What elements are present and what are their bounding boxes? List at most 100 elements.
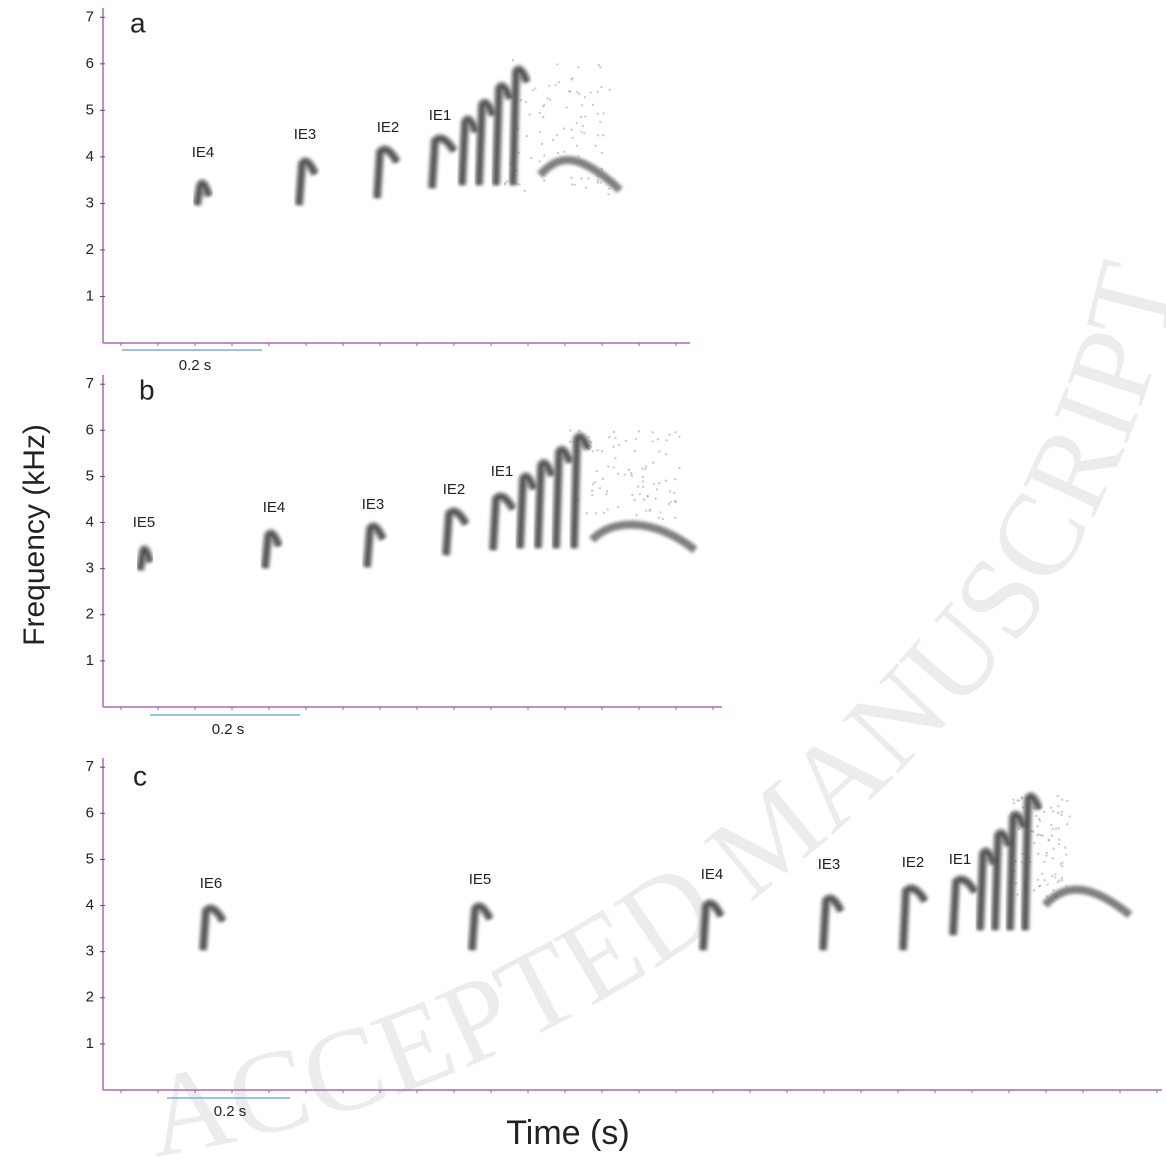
noise-dot <box>596 181 600 184</box>
noise-dot <box>606 508 609 511</box>
noise-dot <box>623 473 626 476</box>
noise-dot <box>642 498 646 501</box>
syllable-core <box>491 495 515 551</box>
noise-dot <box>580 104 584 107</box>
element-label: IE4 <box>192 144 215 161</box>
noise-dot <box>542 116 545 119</box>
syllable-core <box>572 435 590 549</box>
noise-dot <box>589 440 593 444</box>
syllable-core <box>365 525 385 568</box>
syllable-core <box>138 548 152 571</box>
noise-dot <box>540 142 544 146</box>
noise-dot <box>1056 880 1059 884</box>
noise-dot <box>605 493 608 496</box>
syllable-core <box>821 897 843 951</box>
noise-dot <box>1047 838 1050 842</box>
noise-dot <box>665 439 668 442</box>
noise-dot <box>598 486 602 490</box>
noise-dot <box>1045 851 1049 855</box>
noise-dot <box>579 115 583 119</box>
noise-dot <box>1061 865 1064 868</box>
syllable-core <box>993 831 1011 931</box>
element-label: IE2 <box>377 119 400 136</box>
noise-dot <box>1038 884 1041 888</box>
noise-dot <box>587 177 590 180</box>
noise-dot <box>1017 827 1020 831</box>
noise-dot <box>646 494 649 498</box>
noise-dot <box>638 492 642 496</box>
noise-dot <box>664 479 668 482</box>
noise-dot <box>548 98 552 102</box>
noise-dot <box>612 430 615 434</box>
noise-dot <box>673 478 677 481</box>
noise-dot <box>612 466 615 469</box>
noise-dot <box>562 127 566 130</box>
noise-dot <box>600 151 604 155</box>
noise-dot <box>1051 827 1054 831</box>
noise-dot <box>594 144 597 147</box>
noise-dot <box>1050 823 1053 827</box>
spectrogram-panel: 1 2 3 4 5 6 7 c 0.2 s IE6 IE5 IE4 IE3 IE2 IE1 <box>86 758 1162 1120</box>
noise-dot <box>1056 811 1060 815</box>
noise-dot <box>674 516 677 519</box>
tail <box>589 520 698 554</box>
noise-dot <box>543 154 546 157</box>
noise-dot <box>1051 810 1055 813</box>
syllable-core <box>554 448 572 549</box>
noise-dot <box>634 437 637 441</box>
noise-dot <box>1020 796 1023 799</box>
y-tick-label: 5 <box>86 850 94 867</box>
noise-dot <box>580 130 583 134</box>
noise-dot <box>538 130 542 133</box>
noise-dot <box>1061 861 1064 864</box>
element-label: IE5 <box>469 871 492 888</box>
noise-dot <box>596 134 600 137</box>
syllable-core <box>430 137 456 189</box>
noise-dot <box>538 111 541 115</box>
noise-dot <box>607 465 610 468</box>
element-label: IE4 <box>701 866 724 883</box>
syllable-core <box>375 148 399 199</box>
syllable-core <box>901 887 927 951</box>
noise-dot <box>575 144 579 148</box>
noise-dot <box>1039 834 1043 837</box>
noise-dot <box>608 435 611 439</box>
noise-dot <box>651 431 654 434</box>
y-tick-label: 2 <box>86 606 94 623</box>
noise-dot <box>1057 804 1060 808</box>
noise-dot <box>525 134 529 138</box>
noise-dot <box>591 493 594 497</box>
noise-dot <box>1043 810 1046 814</box>
panel-letter: a <box>130 7 146 38</box>
y-tick-label: 3 <box>86 560 94 577</box>
noise-dot <box>600 450 604 453</box>
noise-dot <box>633 498 636 502</box>
noise-dot <box>651 440 654 443</box>
element-label: IE3 <box>294 126 317 143</box>
y-tick-label: 6 <box>86 421 94 438</box>
noise-dot <box>548 84 551 88</box>
noise-dot <box>1043 879 1046 882</box>
noise-dot <box>596 448 599 452</box>
noise-dot <box>1038 819 1042 822</box>
noise-dot <box>596 90 599 93</box>
noise-dot <box>591 103 595 107</box>
noise-dot <box>678 435 681 438</box>
syllable-core <box>201 907 225 951</box>
syllable-core <box>1023 795 1041 931</box>
noise-dot <box>1016 893 1019 896</box>
noise-dot <box>1052 847 1055 850</box>
noise-dot <box>591 483 595 486</box>
noise-dot <box>608 88 611 91</box>
noise-dot <box>637 430 641 433</box>
y-tick-label: 1 <box>86 287 94 304</box>
noise-dot <box>616 505 620 509</box>
noise-dot <box>1060 810 1064 814</box>
noise-dot <box>1060 798 1064 801</box>
scale-bar-label: 0.2 s <box>214 1103 247 1120</box>
spectrogram-panel: 1 2 3 4 5 6 7 b 0.2 s IE5 IE4 IE3 IE2 IE1 <box>86 374 722 738</box>
y-tick-label: 3 <box>86 194 94 211</box>
noise-dot <box>655 488 659 491</box>
syllable-core <box>951 878 977 936</box>
noise-dot <box>1051 857 1054 860</box>
